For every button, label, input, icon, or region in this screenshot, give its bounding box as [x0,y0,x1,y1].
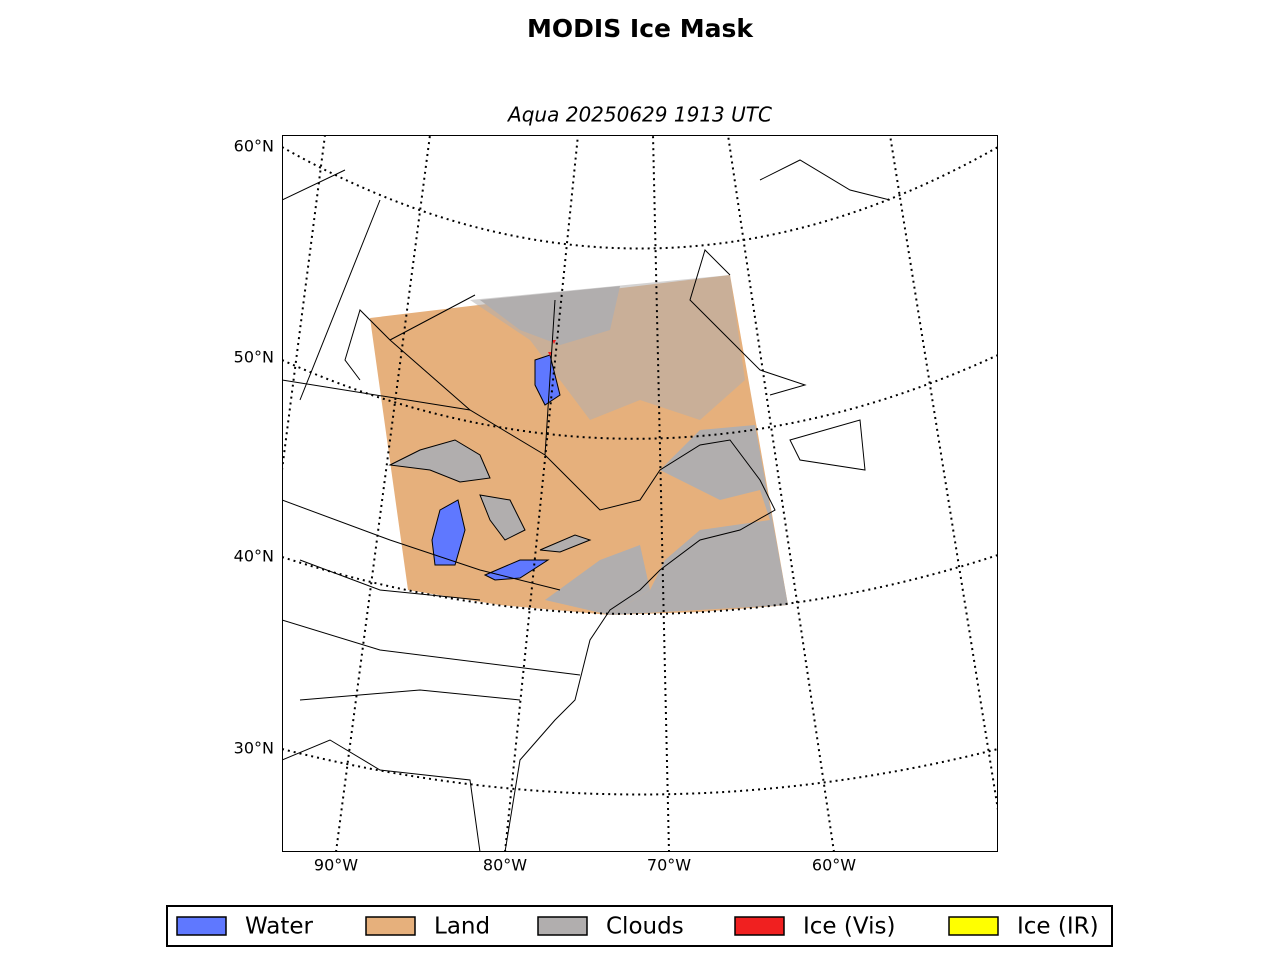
lon-label: 80°W [483,856,527,875]
cloud-east [610,425,788,615]
legend-label: Clouds [606,914,684,940]
lon-label: 70°W [647,856,691,875]
legend-label: Ice (Vis) [803,914,895,940]
lon-label: 90°W [314,856,358,875]
legend-swatch [537,916,588,936]
cloud-north [480,286,620,345]
legend-swatch [734,916,785,936]
cloud-coast [545,545,650,615]
legend-label: Water [245,914,314,940]
subtitle: Aqua 20250629 1913 UTC [506,103,772,127]
map-area [282,135,998,852]
legend-swatch [176,916,227,936]
lat-label: 50°N [234,348,274,367]
lat-label: 30°N [234,739,274,758]
legend-label: Ice (IR) [1017,914,1099,940]
legend-swatch [948,916,999,936]
lat-label: 40°N [234,547,274,566]
title: MODIS Ice Mask [527,14,754,43]
lat-label: 60°N [234,137,274,156]
legend-swatch [365,916,416,936]
lon-label: 60°W [812,856,856,875]
legend-label: Land [434,914,490,940]
